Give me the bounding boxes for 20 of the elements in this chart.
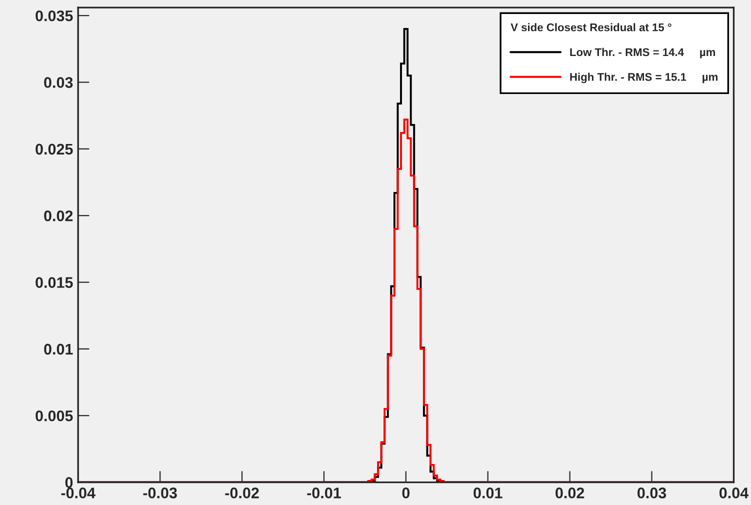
y-tick-label: 0.005 xyxy=(36,410,73,422)
y-tick-label: 0.02 xyxy=(44,210,73,222)
x-tick-label: -0.04 xyxy=(61,488,96,498)
x-tick-label: 0 xyxy=(402,488,410,498)
y-tick-label: 0.025 xyxy=(36,144,73,155)
y-tick-label: 0.03 xyxy=(44,77,73,88)
y-tick-label: 0.035 xyxy=(36,10,73,22)
x-tick-label: 0.03 xyxy=(638,488,666,498)
x-tick-label: -0.03 xyxy=(143,488,177,498)
x-tick-label: -0.02 xyxy=(225,488,259,498)
legend-title: V side Closest Residual at 15 ° xyxy=(510,23,672,32)
y-tick-label: 0 xyxy=(65,477,73,488)
x-tick-label: 0.02 xyxy=(556,488,584,498)
legend-label: Low Thr. - RMS = 14.4 µm xyxy=(570,48,716,58)
legend-label: High Thr. - RMS = 15.1 µm xyxy=(570,72,718,84)
x-tick-label: 0.01 xyxy=(474,488,502,498)
y-tick-label: 0.015 xyxy=(36,277,73,288)
y-tick-label: 0.01 xyxy=(44,344,73,355)
x-tick-label: 0.04 xyxy=(719,488,749,498)
x-tick-label: -0.01 xyxy=(307,488,341,498)
